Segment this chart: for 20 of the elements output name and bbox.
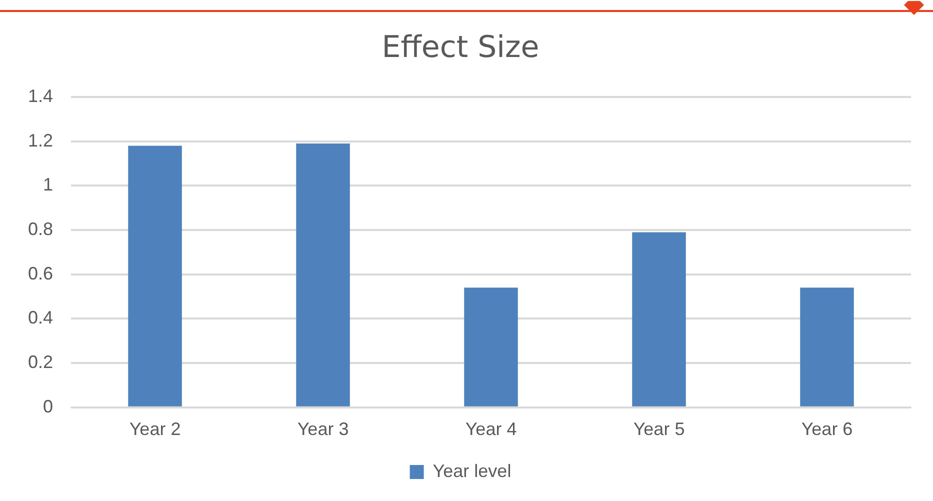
y-tick-label: 1.2 (28, 130, 54, 150)
y-tick-label: 1.4 (28, 86, 54, 106)
bar (800, 288, 854, 406)
x-tick-label: Year 4 (465, 419, 517, 440)
y-tick-label: 0.4 (28, 308, 54, 328)
x-tick-label: Year 5 (633, 419, 685, 440)
bar (464, 288, 518, 406)
x-tick-label: Year 6 (801, 419, 853, 440)
legend-label: Year level (432, 460, 512, 481)
bar (128, 146, 182, 406)
bar (632, 232, 686, 406)
bar (296, 144, 350, 406)
y-tick-label: 1 (43, 174, 54, 195)
x-tick-label: Year 2 (129, 419, 181, 440)
y-tick-label: 0.2 (28, 352, 54, 372)
x-tick-label: Year 3 (297, 419, 349, 440)
y-tick-label: 0.8 (28, 218, 54, 239)
y-tick-label: 0.6 (28, 263, 54, 284)
y-tick-label: 0 (43, 396, 54, 416)
chart-title: Effect Size (382, 30, 540, 65)
